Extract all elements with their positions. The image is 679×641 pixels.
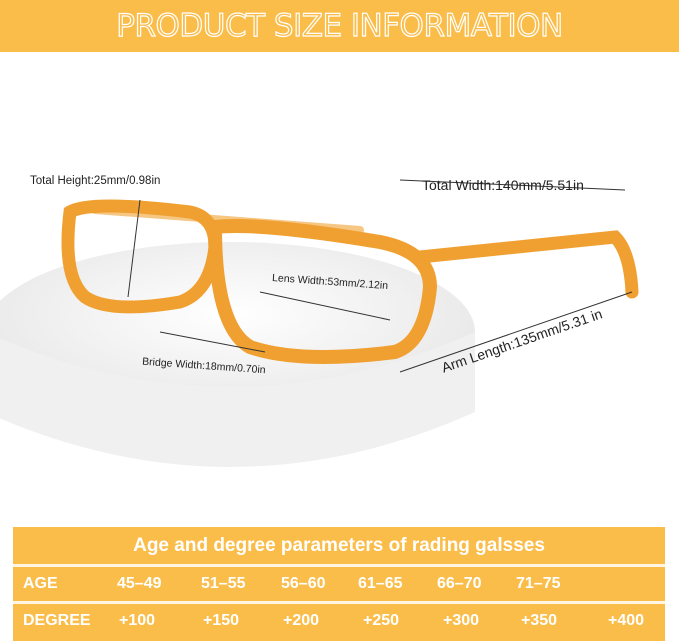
page-title: PRODUCT SIZE INFORMATION	[116, 7, 564, 44]
measure-lines	[127, 179, 633, 373]
cell: +250	[363, 612, 400, 629]
table-row-age: AGE 45–49 51–55 56–60 61–65 66–70 71–75	[13, 567, 665, 601]
row-label: DEGREE	[23, 612, 91, 629]
glasses-illustration	[0, 179, 639, 467]
cell: 56–60	[281, 575, 326, 592]
total-width-label: Total Width:140mm/5.51in	[422, 177, 584, 193]
cell: +300	[443, 612, 480, 629]
table-row-degree: DEGREE +100 +150 +200 +250 +300 +350 +40…	[13, 604, 665, 638]
cell: +150	[203, 612, 240, 629]
cell: +200	[283, 612, 320, 629]
row-label: AGE	[23, 575, 58, 592]
age-degree-table: Age and degree parameters of rading gals…	[13, 527, 665, 641]
total-height-label: Total Height:25mm/0.98in	[30, 175, 161, 187]
cell: 66–70	[437, 575, 482, 592]
cell: 45–49	[117, 575, 162, 592]
title-banner: PRODUCT SIZE INFORMATION	[0, 0, 679, 52]
cell: +350	[521, 612, 558, 629]
cell: +100	[119, 612, 156, 629]
cell: 51–55	[201, 575, 246, 592]
glasses-frame	[61, 199, 639, 364]
cell: 61–65	[358, 575, 403, 592]
table-title: Age and degree parameters of rading gals…	[133, 534, 545, 556]
podium-side	[0, 332, 475, 467]
cell: +400	[608, 612, 645, 629]
cell: 71–75	[516, 575, 561, 592]
